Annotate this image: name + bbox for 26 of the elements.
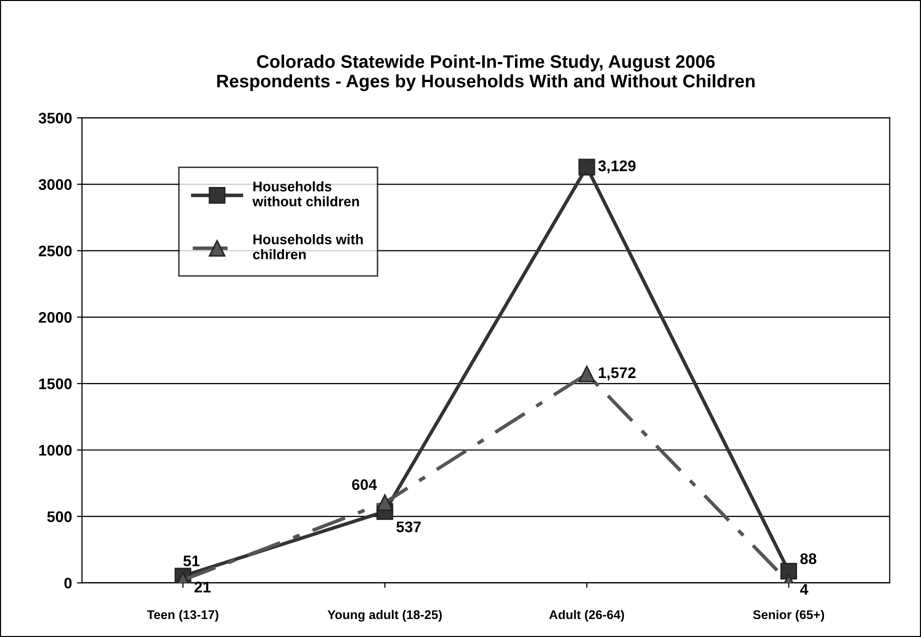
x-tick-label: Teen (13-17) [147, 610, 218, 622]
y-tick-label: 500 [47, 511, 72, 522]
data-label: 3,129 [598, 160, 636, 174]
data-label: 537 [396, 521, 421, 532]
point [376, 494, 394, 511]
y-tick-label: 1000 [39, 444, 72, 456]
data-label: 1,572 [598, 367, 636, 380]
y-tick-label: 3000 [38, 179, 72, 190]
x-tick-label: Adult (26-64) [549, 610, 624, 622]
y-tick-label: 2500 [38, 246, 72, 256]
data-label: 4 [800, 584, 808, 595]
y-tick-label: 2000 [38, 312, 72, 323]
chart-title: Colorado Statewide Point-In-Time Study, August 2006 Respondents - Ages by Households With and Without Children [217, 54, 755, 92]
legend-label: Households with children [253, 234, 363, 260]
x-tick-label: Senior (65+) [753, 610, 824, 622]
y-tick-label: 1500 [39, 378, 72, 390]
point [780, 562, 798, 580]
point [578, 366, 596, 382]
point [578, 158, 596, 176]
data-label: 51 [183, 556, 200, 566]
y-tick-label: 0 [64, 578, 72, 589]
data-label: 88 [800, 553, 816, 564]
x-tick-label: Young adult (18-25) [328, 610, 442, 622]
y-tick-label: 3500 [38, 112, 72, 124]
data-label: 604 [352, 479, 377, 490]
legend-label: Households without children [252, 181, 359, 206]
